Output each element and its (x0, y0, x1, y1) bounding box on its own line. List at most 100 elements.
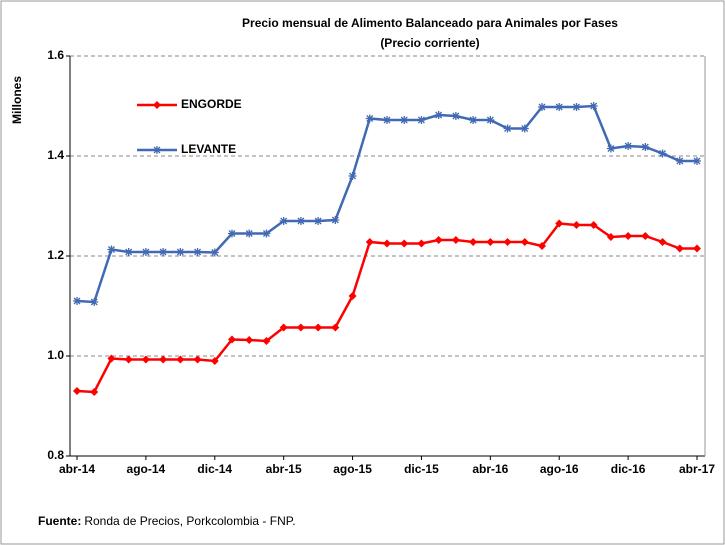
y-axis-label: Millones (10, 76, 24, 124)
data-point (641, 143, 650, 151)
data-point (228, 335, 236, 344)
data-point (314, 323, 323, 332)
data-point (159, 355, 168, 364)
data-point (555, 103, 564, 111)
data-point (365, 114, 374, 123)
data-point (176, 355, 185, 364)
legend-label: ENGORDE (181, 97, 242, 111)
data-point (90, 298, 99, 306)
y-tick-label: 1.2 (47, 248, 64, 262)
data-point (141, 248, 150, 256)
x-tick-label: abr-16 (472, 462, 508, 476)
data-point (279, 323, 288, 332)
data-point (486, 238, 495, 246)
data-point (520, 124, 529, 133)
data-point (348, 172, 357, 180)
data-point (296, 217, 305, 225)
data-point (73, 297, 81, 305)
data-point (400, 239, 409, 248)
data-point (434, 111, 443, 119)
data-point (228, 229, 236, 238)
data-point (73, 387, 81, 395)
data-point (262, 229, 271, 238)
data-point (141, 355, 150, 364)
x-tick-label: dic-15 (404, 462, 439, 476)
legend-marker (153, 146, 161, 154)
footer-label: Fuente: (38, 514, 81, 528)
x-tick-label: abr-17 (679, 462, 715, 476)
data-point (417, 239, 426, 248)
data-point (606, 233, 615, 241)
data-point (675, 157, 684, 165)
data-point (262, 337, 271, 345)
data-point (90, 388, 99, 396)
x-tick-label: ago-14 (127, 462, 166, 476)
data-point (624, 232, 633, 240)
data-point (245, 336, 254, 344)
data-point (658, 149, 667, 158)
data-point (210, 248, 219, 257)
footer: Fuente: Ronda de Precios, Porkcolombia - … (38, 514, 296, 528)
data-point (675, 244, 684, 253)
data-point (693, 244, 701, 253)
y-tick-label: 1.0 (47, 348, 64, 362)
data-point (589, 221, 598, 229)
data-point (434, 236, 443, 244)
y-tick-label: 1.4 (47, 148, 64, 162)
data-point (245, 229, 254, 238)
x-tick-label: dic-14 (197, 462, 232, 476)
data-point (486, 116, 495, 124)
data-point (107, 354, 116, 363)
data-point (296, 323, 305, 332)
data-point (210, 357, 219, 365)
data-point (658, 238, 667, 246)
data-point (572, 103, 581, 111)
chart-subtitle: (Precio corriente) (380, 36, 479, 50)
data-point (538, 103, 546, 111)
data-point (572, 221, 581, 229)
data-point (624, 142, 633, 150)
data-point (193, 248, 202, 256)
y-tick-label: 0.8 (47, 448, 64, 462)
data-point (159, 248, 168, 256)
data-point (400, 116, 409, 124)
legend-label: LEVANTE (181, 142, 236, 156)
data-point (469, 116, 478, 124)
data-point (348, 292, 357, 300)
x-tick-label: abr-14 (59, 462, 95, 476)
data-point (451, 236, 460, 244)
data-point (589, 102, 598, 110)
data-point (451, 112, 460, 120)
data-point (331, 323, 340, 332)
data-point (365, 238, 374, 246)
data-point (124, 248, 133, 256)
x-tick-label: dic-16 (611, 462, 646, 476)
data-point (469, 238, 478, 246)
data-point (383, 116, 391, 124)
data-point (503, 124, 512, 133)
data-point (107, 245, 116, 254)
data-point (520, 238, 529, 246)
data-point (193, 355, 202, 364)
data-point (314, 217, 323, 225)
chart-title: Precio mensual de Alimento Balanceado pa… (242, 16, 618, 30)
data-point (503, 238, 512, 246)
data-point (538, 242, 546, 250)
legend-marker (153, 101, 161, 109)
y-tick-label: 1.6 (47, 48, 64, 62)
data-point (331, 216, 340, 224)
x-tick-label: abr-15 (266, 462, 302, 476)
data-point (693, 157, 701, 165)
footer-text: Ronda de Precios, Porkcolombia - FNP. (84, 514, 295, 528)
x-tick-label: ago-16 (540, 462, 579, 476)
data-point (124, 355, 133, 364)
data-point (417, 116, 426, 124)
data-point (176, 248, 185, 256)
data-point (383, 239, 391, 248)
data-point (641, 232, 650, 240)
data-point (279, 217, 288, 225)
data-point (606, 144, 615, 153)
x-tick-label: ago-15 (333, 462, 372, 476)
